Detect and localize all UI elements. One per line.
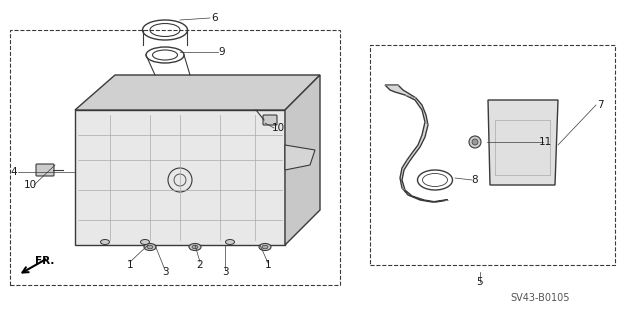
Ellipse shape bbox=[147, 245, 153, 249]
Circle shape bbox=[472, 139, 478, 145]
Ellipse shape bbox=[101, 239, 110, 244]
Ellipse shape bbox=[144, 244, 156, 251]
Ellipse shape bbox=[140, 239, 149, 244]
FancyBboxPatch shape bbox=[263, 115, 277, 125]
Text: 1: 1 bbox=[265, 260, 271, 270]
Text: 1: 1 bbox=[127, 260, 133, 270]
Ellipse shape bbox=[262, 245, 268, 249]
Text: 10: 10 bbox=[271, 123, 285, 133]
Polygon shape bbox=[75, 110, 285, 245]
Polygon shape bbox=[385, 85, 448, 202]
Text: 7: 7 bbox=[597, 100, 604, 110]
Text: FR.: FR. bbox=[35, 256, 54, 266]
Text: 11: 11 bbox=[538, 137, 552, 147]
Ellipse shape bbox=[225, 239, 235, 244]
Text: 5: 5 bbox=[477, 277, 484, 287]
Bar bbox=[370, 45, 615, 265]
Bar bbox=[10, 30, 340, 285]
Ellipse shape bbox=[259, 244, 271, 251]
Polygon shape bbox=[488, 100, 558, 185]
Polygon shape bbox=[75, 75, 320, 110]
Text: 9: 9 bbox=[219, 47, 225, 57]
Text: 8: 8 bbox=[471, 175, 478, 185]
Text: 3: 3 bbox=[161, 267, 168, 277]
Circle shape bbox=[469, 136, 481, 148]
Text: SV43-B0105: SV43-B0105 bbox=[510, 293, 570, 303]
Text: 2: 2 bbox=[197, 260, 204, 270]
Text: 4: 4 bbox=[11, 167, 17, 177]
Text: 10: 10 bbox=[24, 180, 36, 190]
Text: 6: 6 bbox=[212, 13, 218, 23]
Text: 3: 3 bbox=[221, 267, 228, 277]
Polygon shape bbox=[285, 75, 320, 245]
Ellipse shape bbox=[192, 245, 198, 249]
FancyBboxPatch shape bbox=[36, 164, 54, 176]
Ellipse shape bbox=[189, 244, 201, 251]
Polygon shape bbox=[285, 145, 315, 170]
